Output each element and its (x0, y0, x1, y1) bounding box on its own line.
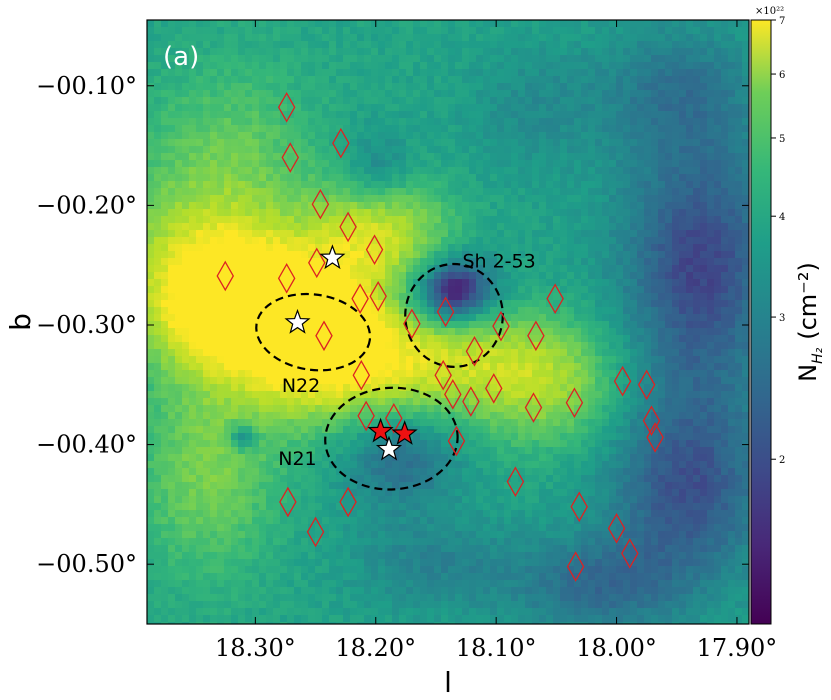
clump-diamond (339, 211, 357, 243)
x-tick-label: 18.10° (456, 634, 537, 662)
x-tick-label: 18.20° (335, 634, 416, 662)
x-tick-label: 17.90° (697, 634, 778, 662)
region-ellipses (255, 262, 504, 491)
colorbar-tick-label: 3 (779, 313, 785, 324)
y-tick-label: −00.50° (36, 550, 137, 578)
clump-diamond (311, 188, 330, 220)
clump-diamond (613, 365, 632, 397)
y-tick-label: −00.20° (36, 191, 137, 219)
x-tick-label: 18.00° (576, 634, 657, 662)
clump-diamond (277, 263, 296, 294)
clump-diamond (369, 280, 387, 312)
x-axis-label: l (444, 666, 452, 699)
y-axis-label: b (4, 313, 37, 331)
clump-diamond (444, 379, 462, 410)
clump-diamond (447, 425, 466, 457)
clump-diamond (308, 247, 326, 279)
clump-diamond (465, 335, 484, 367)
white-star-marker (375, 435, 403, 461)
colorbar (750, 19, 772, 625)
clump-diamond (527, 320, 545, 352)
clump-diamond (357, 400, 375, 432)
clump-diamond (306, 516, 325, 548)
y-tick-label: −00.10° (36, 72, 137, 100)
plot-frame (146, 19, 750, 625)
clump-diamond (524, 392, 543, 423)
clump-markers (216, 92, 664, 582)
colorbar-tick-label: 2 (779, 455, 785, 466)
clump-diamond (339, 486, 357, 518)
white-star-marker (284, 308, 311, 334)
clump-diamond (566, 551, 585, 582)
clump-diamond (546, 283, 564, 314)
clump-diamond (642, 405, 661, 436)
x-axis-ticks: 18.30° 18.20° 18.10° 18.00° 17.90° (215, 20, 777, 662)
colorbar-tick-label: 6 (779, 70, 785, 81)
y-tick-label: −00.30° (36, 311, 137, 339)
clump-diamond (637, 369, 656, 401)
region-labels: Sh 2-53 N22 N21 (278, 251, 535, 470)
clump-diamond (565, 387, 584, 419)
clump-diamond (646, 422, 664, 453)
red-star-marker (391, 420, 418, 445)
clump-diamond (351, 283, 369, 314)
y-tick-label: −00.40° (36, 431, 137, 459)
clump-diamond (570, 491, 588, 523)
clump-diamond (332, 127, 350, 159)
colorbar-ticks: 2 3 4 5 6 7 (771, 16, 785, 466)
region-ellipse (255, 292, 372, 372)
clump-diamond (279, 486, 297, 518)
region-ellipse (324, 386, 459, 491)
clump-diamond (277, 92, 296, 123)
panel-label: (a) (163, 42, 199, 72)
clump-diamond (281, 142, 300, 173)
clump-diamond (492, 310, 510, 342)
colorbar-tick-label: 7 (779, 16, 785, 27)
clump-diamond (506, 466, 525, 497)
colorbar-tick-label: 4 (779, 212, 785, 223)
white-star-marker (319, 244, 346, 270)
clump-diamond (365, 234, 384, 265)
region-label: Sh 2-53 (462, 251, 535, 273)
clump-diamond (216, 260, 235, 292)
clump-diamond (607, 513, 626, 544)
clump-diamond (315, 320, 333, 352)
clump-diamond (621, 538, 639, 569)
y-axis-ticks: −00.10° −00.20° −00.30° −00.40° −00.50° (36, 72, 749, 578)
red-star-marker (367, 417, 394, 443)
region-label: N21 (278, 448, 316, 470)
colorbar-tick-label: 5 (779, 134, 785, 145)
colorbar-label: NH₂(cm⁻²) (794, 262, 826, 382)
clump-diamond (385, 402, 403, 434)
clump-diamond (485, 373, 503, 404)
region-label: N22 (282, 375, 320, 397)
clump-diamond (462, 386, 480, 417)
x-tick-label: 18.30° (215, 634, 296, 662)
star-markers (284, 244, 418, 461)
clump-diamond (403, 308, 421, 340)
clump-diamond (436, 296, 455, 328)
clump-diamond (434, 359, 452, 391)
column-density-map (147, 20, 749, 624)
clump-diamond (352, 359, 371, 391)
colorbar-multiplier: ×10²² (755, 6, 784, 17)
